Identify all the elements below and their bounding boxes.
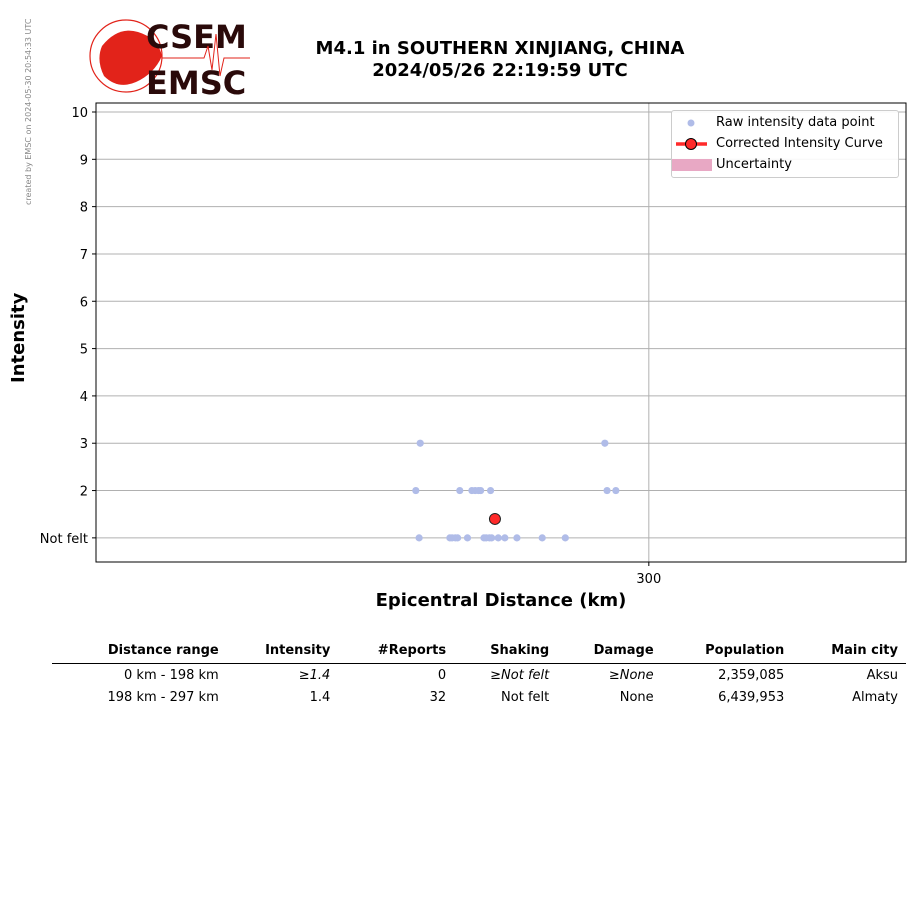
raw-data-point bbox=[412, 486, 420, 495]
raw-data-point bbox=[456, 486, 464, 495]
table-cell: ≥Not felt bbox=[490, 668, 550, 683]
column-header: Damage bbox=[557, 640, 662, 664]
legend-raw: Raw intensity data point bbox=[716, 115, 875, 130]
raw-data-point bbox=[601, 439, 609, 447]
y-axis-label-text: Intensity bbox=[8, 292, 29, 383]
table-cell: 0 bbox=[437, 668, 447, 683]
y-tick-label: 8 bbox=[80, 201, 88, 216]
table-cell: ≥None bbox=[608, 668, 654, 683]
raw-data-point bbox=[513, 534, 521, 542]
table-cell: ≥1.4 bbox=[298, 668, 331, 683]
chart-title: M4.1 in SOUTHERN XINJIANG, CHINA 2024/05… bbox=[250, 38, 750, 82]
table-row: 198 km - 297 km 1.4 32 Not felt None 6,439,95… bbox=[52, 686, 906, 708]
column-header: #Reports bbox=[338, 640, 455, 664]
svg-text:CSEM: CSEM bbox=[146, 18, 247, 56]
y-tick-label: 6 bbox=[80, 295, 88, 310]
column-header: Population bbox=[661, 640, 793, 664]
raw-data-point bbox=[415, 534, 423, 542]
title-event: M4.1 in SOUTHERN XINJIANG, CHINA bbox=[315, 38, 685, 59]
table-body: 0 km - 198 km ≥1.4 0 ≥Not felt ≥None 2,359,08… bbox=[52, 664, 906, 709]
raw-data-point bbox=[494, 534, 502, 542]
raw-data-point bbox=[477, 486, 485, 495]
raw-data-point bbox=[561, 534, 569, 542]
legend-raw-marker bbox=[687, 119, 695, 127]
table-row: 0 km - 198 km ≥1.4 0 ≥Not felt ≥None 2,359,08… bbox=[52, 664, 906, 687]
y-tick-label: 3 bbox=[80, 437, 88, 452]
raw-data-point bbox=[538, 534, 546, 542]
column-header: Distance range bbox=[52, 640, 227, 664]
raw-data-point bbox=[453, 534, 462, 542]
column-header: Intensity bbox=[226, 640, 339, 664]
legend-uncertainty-patch bbox=[672, 159, 712, 171]
corrected-intensity-point bbox=[488, 512, 501, 525]
legend-markers bbox=[672, 119, 712, 171]
table-cell: None bbox=[619, 690, 654, 705]
raw-data-point bbox=[463, 534, 472, 542]
raw-data-point bbox=[501, 534, 509, 542]
y-tick-label: 9 bbox=[80, 153, 88, 168]
column-header: Shaking bbox=[454, 640, 558, 664]
raw-data-point bbox=[612, 486, 620, 495]
y-tick-label: 5 bbox=[80, 343, 88, 358]
title-time: 2024/05/26 22:19:59 UTC bbox=[372, 60, 628, 81]
intensity-table: Distance range Intensity #Reports Shaking Da… bbox=[52, 640, 906, 708]
plot-frame bbox=[95, 102, 907, 563]
x-axis-label: Epicentral Distance (km) bbox=[375, 590, 627, 611]
y-tick-label: 2 bbox=[80, 485, 88, 500]
x-tick-label: 300 bbox=[636, 572, 661, 587]
table-header: Distance range Intensity #Reports Shaking Da… bbox=[52, 640, 906, 664]
column-header: Main city bbox=[792, 640, 906, 664]
y-tick-label: 10 bbox=[71, 106, 88, 121]
y-tick-label: Not felt bbox=[40, 532, 88, 547]
table-cell: Almaty bbox=[852, 690, 898, 705]
raw-data-point bbox=[416, 439, 424, 447]
table-cell: 1.4 bbox=[309, 690, 331, 705]
table-cell: 0 km - 198 km bbox=[124, 668, 219, 683]
table-cell: 198 km - 297 km bbox=[107, 690, 219, 705]
legend-curve: Corrected Intensity Curve bbox=[716, 136, 883, 151]
table-cell: 6,439,953 bbox=[718, 690, 785, 705]
table-cell: 2,359,085 bbox=[718, 668, 785, 683]
legend-uncertainty: Uncertainty bbox=[716, 157, 792, 172]
emsc-logo: CSEM EMSC bbox=[89, 18, 250, 100]
raw-data-point bbox=[486, 486, 495, 495]
raw-data-point bbox=[603, 486, 611, 495]
table-cell: Aksu bbox=[866, 668, 898, 683]
legend: Raw intensity data point Corrected Inten… bbox=[671, 110, 899, 178]
plot-area: Not felt 2 3 4 5 6 7 8 9 10 300 bbox=[40, 102, 907, 587]
raw-data-point bbox=[488, 534, 496, 542]
table-cell: Not felt bbox=[501, 690, 550, 705]
legend-curve-marker bbox=[685, 138, 697, 150]
y-tick-label: 7 bbox=[80, 248, 88, 263]
y-tick-label: 4 bbox=[80, 390, 88, 405]
table-cell: 32 bbox=[429, 690, 447, 705]
svg-text:EMSC: EMSC bbox=[146, 64, 246, 100]
